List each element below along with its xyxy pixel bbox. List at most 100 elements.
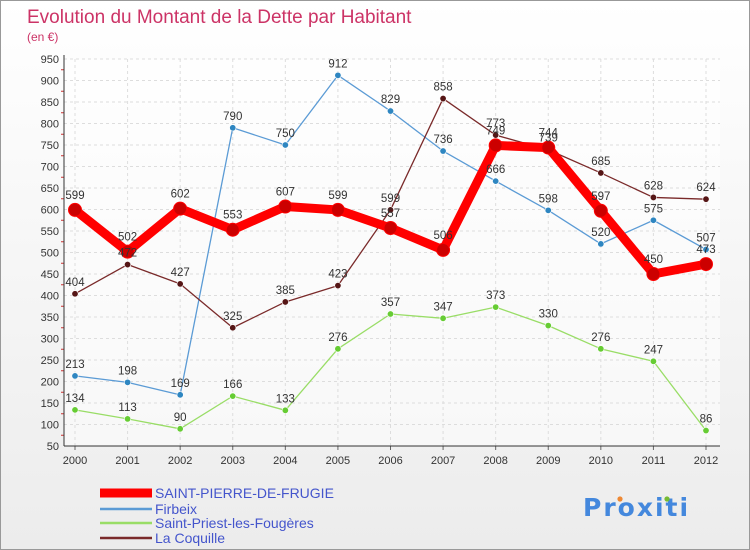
data-label: 472 [118, 248, 137, 260]
data-label: 750 [276, 128, 295, 140]
data-label: 749 [486, 125, 505, 137]
legend-label: SAINT-PIERRE-DE-FRUGIE [155, 485, 334, 501]
data-point [593, 203, 608, 218]
data-label: 133 [276, 393, 295, 405]
data-label: 134 [65, 393, 85, 405]
data-label: 373 [486, 290, 505, 302]
y-tick-label: 900 [41, 76, 59, 88]
data-point [330, 202, 345, 217]
data-label: 276 [591, 332, 610, 344]
data-point [597, 345, 605, 353]
axes: 50 100 150 200 250 300 350 400 450 500 550 600 650 70… [41, 54, 720, 467]
x-tick-label: 2000 [63, 455, 87, 467]
data-label: 347 [433, 301, 452, 313]
data-label: 357 [381, 297, 400, 309]
legend-label: Firbeix [155, 501, 197, 517]
data-point [439, 314, 447, 322]
data-label: 599 [328, 190, 347, 202]
data-point [597, 240, 605, 248]
data-label: 736 [433, 134, 452, 146]
y-tick-label: 600 [41, 205, 59, 217]
x-tick-label: 2007 [431, 455, 455, 467]
data-point [436, 242, 451, 257]
data-label: 739 [539, 133, 558, 145]
data-label: 773 [486, 118, 505, 130]
y-tick-label: 500 [41, 248, 59, 260]
data-point [646, 267, 661, 281]
y-tick-label: 350 [41, 312, 59, 324]
data-point [71, 372, 79, 380]
data-label: 744 [539, 128, 559, 140]
data-point [492, 177, 500, 185]
data-point [176, 391, 184, 399]
data-label: 330 [539, 309, 558, 321]
data-point [492, 303, 500, 311]
data-label: 113 [118, 402, 136, 414]
x-tick-label: 2011 [642, 455, 666, 467]
x-tick-label: 2009 [536, 455, 560, 467]
data-point [702, 427, 710, 435]
data-label: 473 [696, 244, 715, 256]
chart-title: Evolution du Montant de la Dette par Hab… [27, 7, 412, 28]
data-point [386, 310, 394, 318]
data-label: 599 [381, 193, 400, 205]
data-point [544, 322, 552, 330]
data-label: 829 [381, 94, 400, 106]
data-point [68, 202, 82, 217]
data-point [334, 282, 342, 290]
data-point [492, 131, 500, 139]
data-label: 624 [696, 182, 716, 194]
y-tick-label: 550 [41, 226, 59, 238]
y-tick-label: 800 [41, 119, 59, 131]
x-tick-label: 2004 [273, 455, 297, 467]
y-tick-label: 100 [41, 420, 59, 432]
data-point [702, 245, 710, 253]
x-tick-label: 2008 [483, 455, 507, 467]
data-label: 213 [65, 359, 84, 371]
chart-subtitle: (en €) [27, 30, 58, 44]
data-point [71, 406, 79, 414]
data-point [383, 220, 398, 235]
y-tick-label: 850 [41, 97, 59, 109]
data-points [68, 71, 713, 435]
data-point [488, 138, 503, 153]
data-label: 790 [223, 111, 242, 123]
data-point [176, 280, 184, 288]
x-tick-label: 2003 [221, 455, 245, 467]
data-label: 502 [118, 232, 137, 244]
data-label: 86 [700, 414, 713, 426]
data-point [278, 199, 293, 214]
data-point [544, 206, 552, 214]
data-point [439, 95, 447, 103]
x-tick-label: 2005 [326, 455, 350, 467]
data-point [281, 298, 289, 306]
data-label: 90 [174, 412, 187, 424]
data-label: 557 [381, 208, 400, 220]
data-point [229, 392, 237, 400]
data-point [229, 324, 237, 332]
data-label: 166 [223, 379, 242, 391]
brand-logo-text: Proxiti [583, 493, 690, 522]
data-point [124, 261, 132, 269]
data-point [124, 378, 132, 386]
data-label: 553 [223, 210, 242, 222]
data-label: 506 [433, 230, 452, 242]
y-tick-label: 450 [41, 269, 59, 281]
data-point [334, 71, 342, 79]
logo-accent-dot [664, 496, 670, 502]
legend: SAINT-PIERRE-DE-FRUGIEFirbeixSaint-Pries… [100, 485, 334, 546]
data-label: 325 [223, 311, 242, 323]
data-point [541, 140, 556, 155]
data-label: 385 [276, 285, 295, 297]
data-label: 597 [591, 191, 610, 203]
x-tick-label: 2012 [694, 455, 718, 467]
y-tick-label: 150 [41, 398, 59, 410]
data-label: 404 [65, 277, 85, 289]
data-label: 575 [644, 203, 663, 215]
data-label: 169 [171, 378, 190, 390]
data-point [173, 201, 188, 216]
data-label: 450 [644, 254, 663, 266]
data-point [176, 425, 184, 433]
